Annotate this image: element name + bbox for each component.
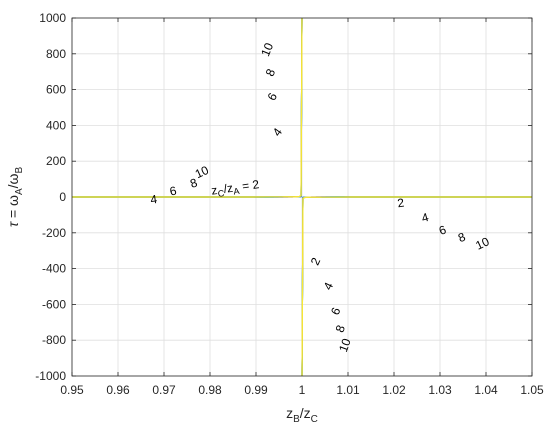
y-tick-label: -600 xyxy=(42,297,66,311)
x-tick-label: 1.04 xyxy=(474,383,498,397)
contour-label: 6 xyxy=(168,183,178,198)
x-tick-label: 1.02 xyxy=(382,383,406,397)
y-tick-label: 400 xyxy=(46,118,66,132)
contour-label: 4 xyxy=(149,192,158,207)
y-tick-label: 800 xyxy=(46,47,66,61)
contour-label: 6 xyxy=(437,222,448,238)
level-label: zC/zA = 2 xyxy=(210,177,260,200)
contour-label: 8 xyxy=(188,175,199,190)
contour-label: 8 xyxy=(333,323,349,335)
x-tick-label: 0.96 xyxy=(106,383,130,397)
contour-label: 10 xyxy=(336,336,354,354)
contour-label: 2 xyxy=(396,196,405,211)
contour-line-left-10 xyxy=(72,17,303,198)
x-tick-label: 0.99 xyxy=(244,383,268,397)
x-axis-label: zB/zC xyxy=(286,405,318,425)
contour-label: 10 xyxy=(258,40,276,58)
contour-label: 10 xyxy=(473,234,491,252)
x-tick-label: 1.03 xyxy=(428,383,452,397)
x-tick-label: 1 xyxy=(299,383,306,397)
x-tick-label: 1.05 xyxy=(520,383,544,397)
y-tick-label: 0 xyxy=(59,190,66,204)
x-tick-labels: 0.95 0.96 0.97 0.98 0.99 1 1.01 1.02 1.03 1.04 1.0… xyxy=(60,383,544,397)
y-axis-label: τ = ωA/ωB xyxy=(5,167,25,228)
contour-lines xyxy=(72,17,532,377)
y-tick-labels: 1000 800 600 400 200 0 -200 -400 -600 -800 -1000 xyxy=(35,11,66,383)
plot-frame xyxy=(71,17,533,377)
x-tick-label: 1.01 xyxy=(336,383,360,397)
y-tick-label: 200 xyxy=(46,154,66,168)
y-tick-label: -800 xyxy=(42,333,66,347)
contour-label: 10 xyxy=(193,163,211,181)
x-tick-label: 0.97 xyxy=(152,383,176,397)
y-tick-label: 1000 xyxy=(39,11,66,25)
contour-label: 8 xyxy=(456,230,468,246)
contour-label: 4 xyxy=(420,210,430,225)
contour-line-right-10 xyxy=(301,196,532,377)
y-tick-label: -200 xyxy=(42,226,66,240)
y-tick-label: 600 xyxy=(46,83,66,97)
y-tick-label: -400 xyxy=(42,262,66,276)
x-tick-label: 0.98 xyxy=(198,383,222,397)
y-tick-label: -1000 xyxy=(35,369,66,383)
x-tick-label: 0.95 xyxy=(60,383,84,397)
